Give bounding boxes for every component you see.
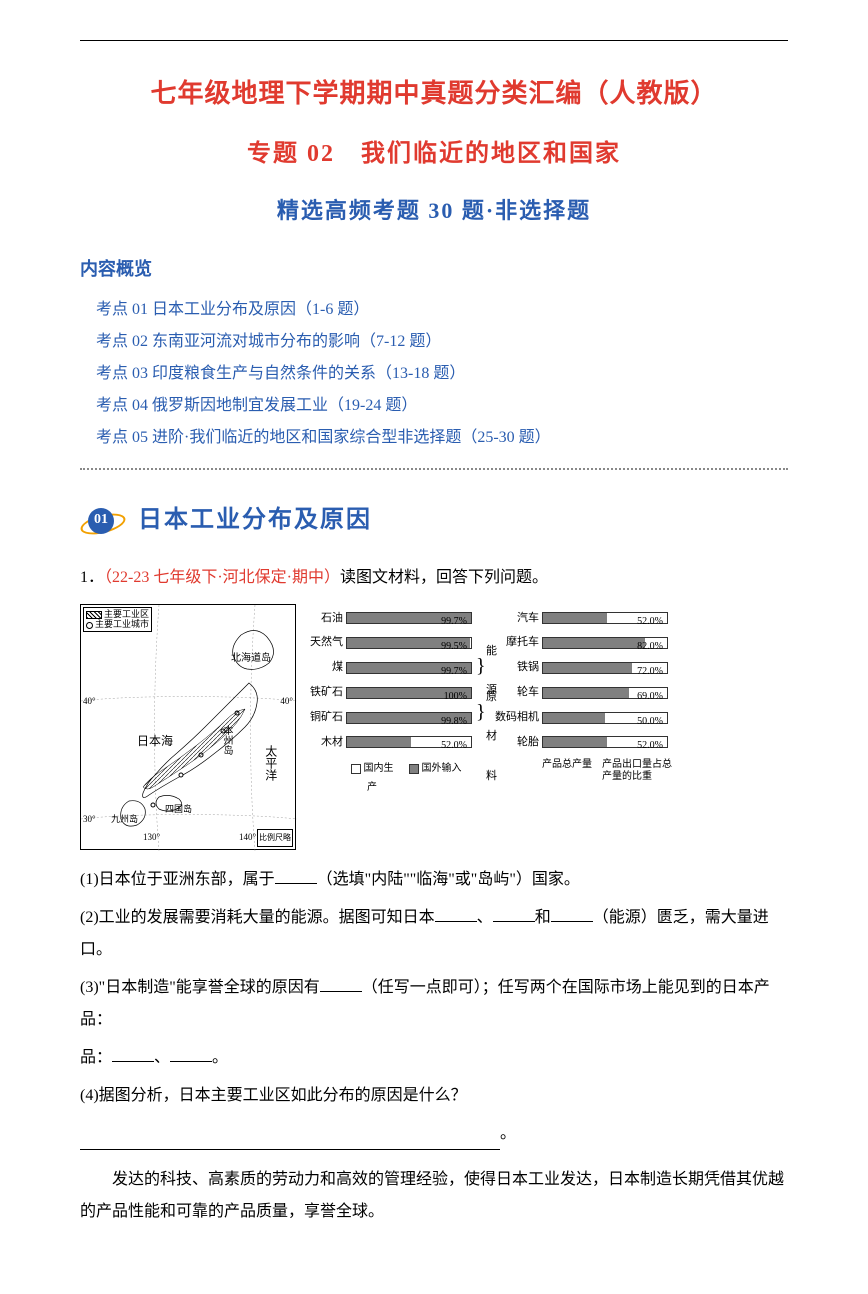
chart-row: 汽车52.0% xyxy=(490,608,672,629)
chart-row: 轮车69.0% xyxy=(490,682,672,703)
japan-map: 主要工业区 主要工业城市 xyxy=(80,604,296,850)
doc-selection: 精选高频考题 30 题·非选择题 xyxy=(80,190,788,232)
chart-row: 铜矿石99.8% xyxy=(302,707,472,728)
q1-4-answer-line: 。 xyxy=(80,1118,788,1150)
chart1-footer: 国内生产 国外输入 xyxy=(346,759,472,797)
map-legend: 主要工业区 主要工业城市 xyxy=(83,607,152,633)
q1-3: (3)"日本制造"能享誉全球的原因有（任写一点即可）；任写两个在国际市场上能见到… xyxy=(80,972,788,1036)
q1-1: (1)日本位于亚洲东部，属于（选填"内陆""临海"或"岛屿"）国家。 xyxy=(80,864,788,896)
chart-row: 木材52.0% xyxy=(302,732,472,753)
toc-item: 考点 05 进阶·我们临近的地区和国家综合型非选择题（25-30 题） xyxy=(96,422,788,454)
import-chart: 石油99.7% 天然气99.5% 煤99.7% 铁矿石100% 铜矿石99.8% 木材52… xyxy=(302,604,472,797)
q1-2: (2)工业的发展需要消耗大量的能源。据图可知日本、和（能源）匮乏，需大量进口。 xyxy=(80,902,788,966)
q1-note: 发达的科技、高素质的劳动力和高效的管理经验，使得日本工业发达，日本制造长期凭借其… xyxy=(80,1164,788,1228)
toc-item: 考点 01 日本工业分布及原因（1-6 题） xyxy=(96,294,788,326)
chart-row: 铁矿石100% xyxy=(302,682,472,703)
doc-title: 七年级地理下学期期中真题分类汇编（人教版） xyxy=(80,69,788,118)
chart-row: 石油99.7% xyxy=(302,608,472,629)
q1-stem: 1．（22-23 七年级下·河北保定·期中）读图文材料，回答下列问题。 xyxy=(80,562,788,594)
q1-number: 1． xyxy=(80,569,104,586)
q1-3b: 品：、。 xyxy=(80,1042,788,1074)
figures-row: 主要工业区 主要工业城市 xyxy=(80,604,788,850)
export-chart: 汽车52.0% 摩托车82.0% 铁锅72.0% 轮车69.0% 数码相机50.0% 轮胎… xyxy=(490,604,672,783)
toc-item: 考点 04 俄罗斯因地制宜发展工业（19-24 题） xyxy=(96,390,788,422)
section-01-title: 日本工业分布及原因 xyxy=(138,498,372,544)
chart-row: 轮胎52.0% xyxy=(490,732,672,753)
q1-source: （22-23 七年级下·河北保定·期中） xyxy=(104,569,340,586)
toc-item: 考点 03 印度粮食生产与自然条件的关系（13-18 题） xyxy=(96,358,788,390)
toc-heading: 内容概览 xyxy=(80,252,788,286)
q1-tail: 读图文材料，回答下列问题。 xyxy=(340,569,548,586)
chart-row: 摩托车82.0% xyxy=(490,632,672,653)
top-rule xyxy=(80,40,788,41)
q1-4: (4)据图分析，日本主要工业区如此分布的原因是什么？ xyxy=(80,1080,788,1112)
dotted-divider xyxy=(80,468,788,470)
chart2-footer: 产品总产量 产品出口量占总产量的比重 xyxy=(542,759,672,783)
chart-row: 铁锅72.0% xyxy=(490,657,672,678)
section-01-header: 01 日本工业分布及原因 xyxy=(80,498,788,544)
chart-row: 煤99.7% xyxy=(302,657,472,678)
chart-row: 天然气99.5% xyxy=(302,632,472,653)
doc-subtitle: 专题 02 我们临近的地区和国家 xyxy=(80,132,788,178)
chart-row: 数码相机50.0% xyxy=(490,707,672,728)
planet-icon: 01 xyxy=(80,505,128,537)
toc-item: 考点 02 东南亚河流对城市分布的影响（7-12 题） xyxy=(96,326,788,358)
